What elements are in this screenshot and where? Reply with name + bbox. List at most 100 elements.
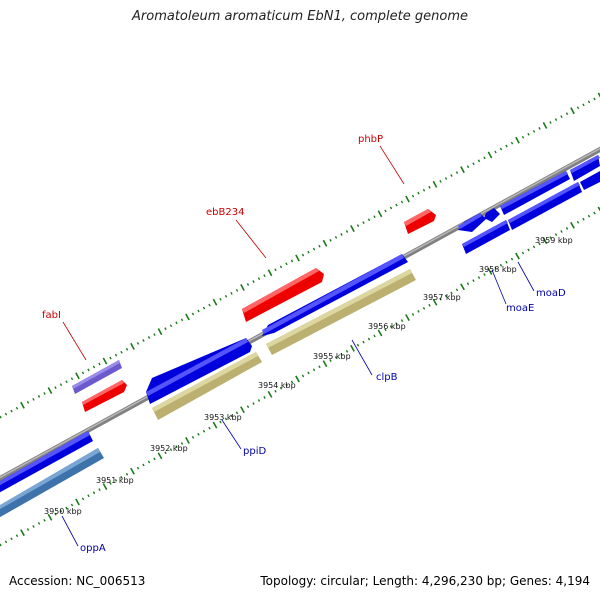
major-tick (597, 92, 600, 98)
minor-tick (560, 230, 563, 233)
minor-tick (582, 217, 585, 221)
gene-moa-blue-2[interactable] (484, 208, 500, 222)
minor-tick (120, 350, 123, 354)
major-tick (185, 437, 190, 444)
gene-label-ppiD[interactable]: ppiD (243, 446, 266, 457)
gene-ebB234[interactable] (242, 268, 324, 322)
minor-tick (499, 263, 503, 267)
minor-tick (340, 353, 343, 356)
minor-tick (532, 129, 536, 133)
minor-tick (59, 383, 63, 387)
minor-tick (54, 512, 57, 516)
gene-moaE-blue[interactable] (462, 220, 510, 254)
minor-tick (285, 383, 288, 387)
gene-label-moaE[interactable]: moaE (506, 303, 534, 314)
minor-tick (384, 209, 387, 213)
minor-tick (505, 144, 508, 148)
minor-tick (92, 365, 96, 369)
major-tick (20, 401, 25, 409)
gene-moa-blue-1[interactable] (458, 213, 486, 232)
minor-tick (510, 141, 514, 145)
minor-tick (307, 250, 310, 254)
minor-tick (26, 528, 30, 531)
major-tick (157, 328, 163, 336)
minor-tick (356, 343, 360, 347)
minor-tick (87, 494, 90, 498)
minor-tick (494, 266, 497, 270)
minor-tick (455, 288, 459, 292)
minor-tick (389, 206, 393, 210)
minor-tick (483, 273, 486, 276)
gene-fabI-pseudo[interactable] (72, 360, 122, 394)
outer-tick-ring (0, 92, 600, 419)
minor-tick (466, 282, 470, 286)
gene-clpB-tan[interactable] (266, 269, 416, 355)
accession-label: Accession: NC_006513 (9, 574, 146, 588)
tick-label-3958: 3958 kbp (479, 265, 517, 274)
gene-right-blue-2[interactable] (580, 171, 600, 190)
minor-tick (428, 185, 431, 189)
minor-tick (472, 162, 475, 166)
gene-oppA-steel[interactable] (0, 448, 104, 520)
genome-summary: Topology: circular; Length: 4,296,230 bp… (260, 574, 590, 588)
minor-tick (329, 238, 332, 242)
leader-ebB234 (235, 219, 267, 259)
minor-tick (417, 191, 420, 195)
gene-segment-left-blue[interactable] (0, 431, 93, 495)
minor-tick (367, 218, 371, 222)
minor-tick (307, 371, 310, 375)
major-tick (377, 210, 383, 218)
gene-segment-3953-blue[interactable] (146, 338, 252, 404)
gene-label-clpB[interactable]: clpB (376, 372, 398, 383)
minor-tick (439, 297, 442, 301)
major-tick (515, 252, 520, 260)
gene-label-ebB234[interactable]: ebB234 (206, 207, 244, 218)
minor-tick (257, 399, 261, 402)
minor-tick (373, 334, 376, 338)
minor-tick (318, 244, 321, 248)
gene-phbP[interactable] (404, 209, 436, 234)
major-tick (47, 513, 53, 521)
minor-tick (4, 540, 8, 544)
minor-tick (81, 497, 85, 501)
gene-label-oppA[interactable]: oppA (80, 543, 106, 554)
minor-tick (411, 194, 415, 198)
minor-tick (10, 537, 13, 541)
minor-tick (4, 412, 8, 416)
tick-label-3955: 3955 kbp (313, 352, 351, 361)
minor-tick (472, 279, 475, 283)
major-tick (130, 342, 135, 350)
minor-tick (279, 265, 283, 269)
minor-tick (114, 479, 118, 482)
major-tick (377, 329, 383, 337)
gene-clpB-blue[interactable] (262, 254, 408, 336)
minor-tick (65, 506, 68, 510)
gene-moa-blue-3[interactable] (500, 171, 570, 215)
minor-tick (164, 327, 167, 331)
minor-tick (411, 313, 415, 316)
minor-tick (81, 371, 85, 375)
major-tick (405, 195, 410, 203)
minor-tick (109, 356, 112, 360)
leader-clpB (351, 339, 373, 376)
minor-tick (208, 303, 211, 307)
major-tick (487, 151, 493, 159)
minor-tick (37, 395, 41, 398)
gene-fabI[interactable] (82, 380, 127, 412)
minor-tick (367, 337, 371, 341)
minor-tick (197, 432, 200, 436)
minor-tick (87, 368, 90, 372)
tick-label-3954: 3954 kbp (258, 381, 296, 390)
gene-moaD-blue[interactable] (508, 182, 582, 230)
gene-label-phbP[interactable]: phbP (358, 134, 383, 145)
minor-tick (235, 411, 239, 415)
major-tick (432, 298, 438, 306)
gene-label-fabI[interactable]: fabI (42, 310, 61, 321)
gene-label-moaD[interactable]: moaD (536, 288, 566, 299)
gene-ppiD-tan[interactable] (152, 352, 262, 420)
minor-tick (230, 414, 233, 418)
minor-tick (197, 309, 200, 313)
gene-right-blue-1[interactable] (570, 155, 600, 181)
minor-tick (362, 221, 365, 225)
